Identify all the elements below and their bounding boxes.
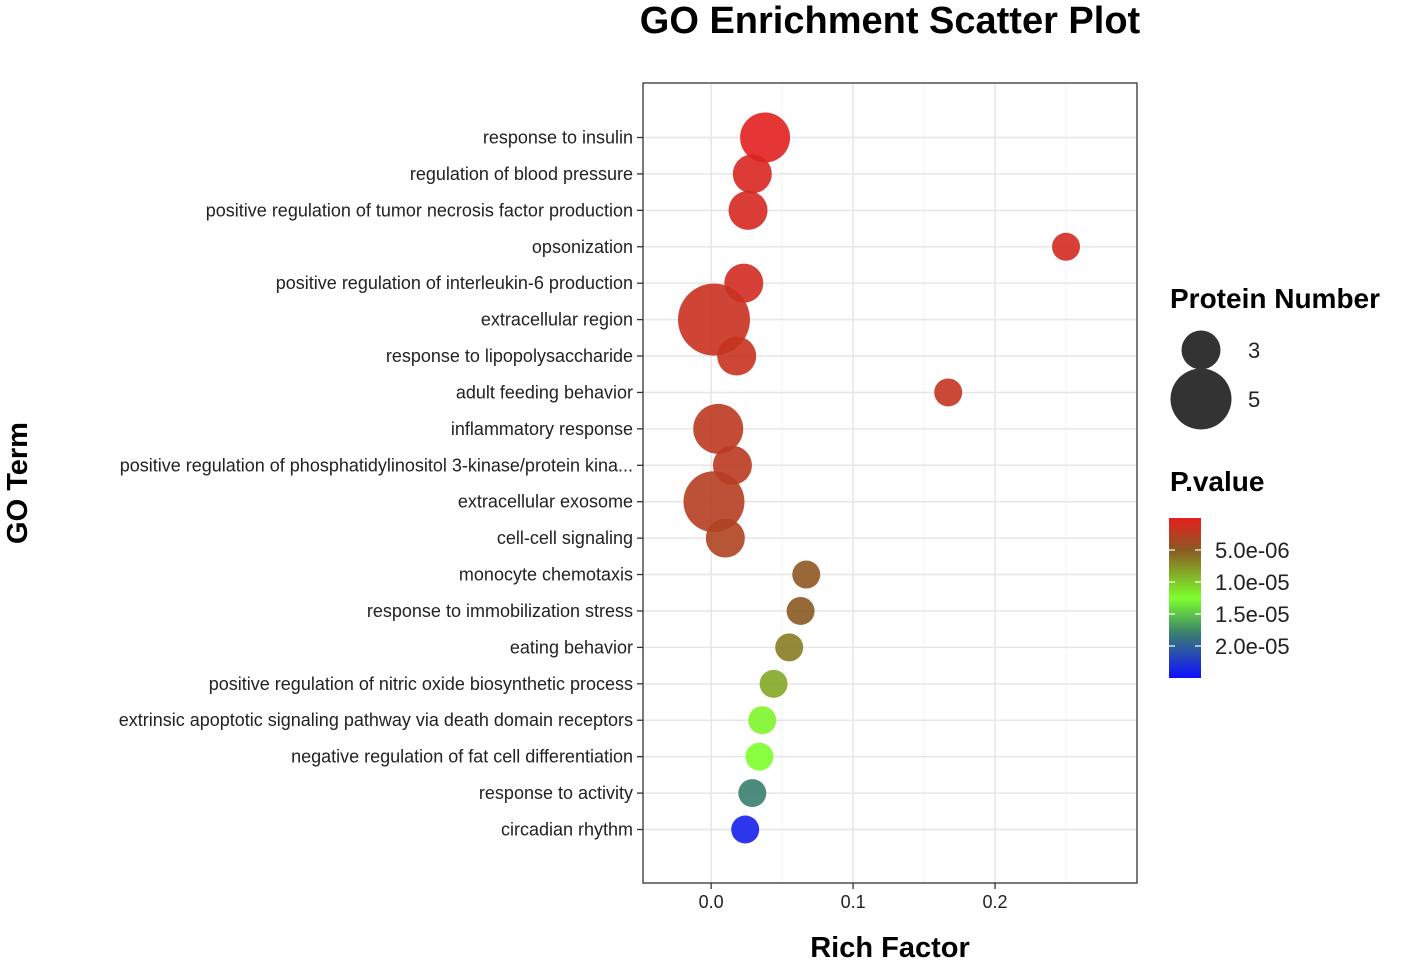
y-axis-title: GO Term — [2, 422, 34, 544]
color-legend-label: 1.0e-05 — [1215, 570, 1290, 595]
y-tick-label: circadian rhythm — [501, 820, 633, 840]
data-point — [738, 779, 767, 808]
y-tick-label: extrinsic apoptotic signaling pathway vi… — [119, 710, 633, 730]
data-point — [717, 336, 757, 376]
grid-lines — [643, 83, 1137, 883]
y-tick-label: response to immobilization stress — [367, 601, 633, 621]
data-points — [677, 112, 1081, 844]
size-legend-entries: 35 — [1170, 330, 1260, 430]
data-point — [740, 112, 791, 163]
chart-title: GO Enrichment Scatter Plot — [640, 0, 1141, 42]
y-tick-label: negative regulation of fat cell differen… — [291, 747, 633, 767]
color-legend-label: 2.0e-05 — [1215, 634, 1290, 659]
color-legend-ticks: 5.0e-06 1.0e-05 1.5e-05 2.0e-05 — [1169, 538, 1290, 659]
data-point — [775, 633, 804, 662]
y-tick-label: monocyte chemotaxis — [459, 565, 633, 585]
color-legend-label: 5.0e-06 — [1215, 538, 1290, 563]
data-point — [732, 154, 772, 194]
y-tick-label: extracellular exosome — [458, 492, 633, 512]
y-tick-label: positive regulation of tumor necrosis fa… — [206, 200, 633, 220]
size-legend-label: 5 — [1248, 387, 1260, 412]
data-point — [748, 706, 777, 735]
plot-panel — [642, 82, 1138, 884]
y-tick-label: adult feeding behavior — [456, 382, 633, 402]
data-point — [683, 471, 745, 533]
y-tick-label: positive regulation of interleukin-6 pro… — [276, 273, 633, 293]
y-axis: response to insulin regulation of blood p… — [119, 128, 643, 840]
data-point — [745, 742, 774, 771]
y-tick-label: response to activity — [479, 783, 633, 803]
data-point — [934, 378, 963, 407]
y-tick-label: extracellular region — [481, 310, 633, 330]
x-tick-label: 0.2 — [983, 892, 1008, 912]
data-point — [792, 560, 821, 589]
color-legend-title: P.value — [1170, 466, 1264, 497]
x-tick-label: 0.1 — [841, 892, 866, 912]
y-tick-label: positive regulation of nitric oxide bios… — [209, 674, 633, 694]
y-tick-label: eating behavior — [510, 637, 633, 657]
y-tick-label: inflammatory response — [451, 419, 633, 439]
size-legend-title: Protein Number — [1170, 283, 1380, 314]
y-tick-label: cell-cell signaling — [497, 528, 633, 548]
data-point — [728, 190, 768, 230]
data-point — [759, 669, 788, 698]
color-legend: P.value 5.0e-06 1.0e-05 1.5e-05 2.0e-05 — [1169, 466, 1290, 678]
data-point — [731, 815, 760, 844]
y-tick-label: positive regulation of phosphatidylinosi… — [120, 455, 633, 475]
y-tick-label: response to lipopolysaccharide — [386, 346, 633, 366]
size-legend-circle — [1181, 330, 1221, 370]
size-legend-circle — [1170, 368, 1232, 430]
plot-border — [642, 82, 1138, 884]
x-axis-title: Rich Factor — [810, 932, 970, 962]
y-tick-label: opsonization — [532, 237, 633, 257]
data-point — [786, 596, 815, 625]
y-tick-label: response to insulin — [483, 128, 633, 148]
data-point — [693, 403, 744, 454]
x-axis: 0.0 0.1 0.2 — [699, 883, 1008, 912]
size-legend-label: 3 — [1248, 338, 1260, 363]
x-tick-label: 0.0 — [699, 892, 724, 912]
data-point — [1052, 232, 1081, 261]
y-tick-label: regulation of blood pressure — [410, 164, 633, 184]
size-legend: Protein Number 35 — [1170, 283, 1380, 430]
color-legend-bar — [1169, 518, 1201, 678]
data-point — [705, 518, 745, 558]
color-legend-label: 1.5e-05 — [1215, 602, 1290, 627]
